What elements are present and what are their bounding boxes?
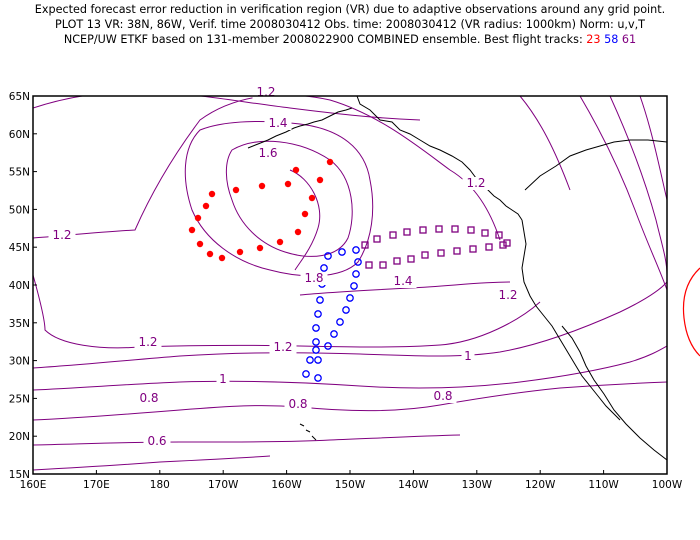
coastline-westcoast	[521, 219, 621, 421]
contour-label: 1	[464, 349, 472, 363]
contour-label-bg	[462, 177, 490, 190]
y-tick-label: 15N	[9, 469, 30, 481]
x-tick-label: 150W	[335, 479, 366, 491]
y-tick-label: 25N	[9, 393, 30, 405]
y-tick-label: 65N	[9, 91, 30, 103]
contour-label-bg	[143, 435, 171, 448]
x-tick-label: 160W	[271, 479, 302, 491]
y-tick-label: 45N	[9, 242, 30, 254]
contour-line	[609, 96, 667, 276]
contour-label: 1.2	[52, 228, 71, 242]
contour-line	[33, 345, 667, 391]
track-label-23: 23	[586, 33, 601, 46]
contour-line	[33, 281, 667, 369]
x-tick-label: 170E	[83, 479, 110, 491]
contour-label-bg	[134, 336, 162, 349]
x-tick-label: 100W	[652, 479, 683, 491]
coastline-islands	[299, 423, 317, 441]
x-tick-label: 180	[150, 479, 170, 491]
contour-line	[579, 96, 667, 291]
title-line-1: Expected forecast error reduction in ver…	[34, 3, 666, 16]
contour-label: 1.4	[393, 274, 412, 288]
contour-label-bg	[300, 272, 328, 285]
contour-line	[33, 455, 271, 471]
contour-label: 1.2	[466, 176, 485, 190]
contour-label-bg	[254, 147, 282, 160]
contour-label: 0.6	[147, 434, 166, 448]
track-label-61: 61	[621, 33, 637, 46]
y-tick-label: 40N	[9, 280, 30, 292]
contour-label-bg	[389, 275, 417, 288]
contour-label: 1.2	[498, 288, 517, 302]
title-line-2: PLOT 13 VR: 38N, 86W, Verif. time 200803…	[55, 18, 645, 31]
y-tick-label: 30N	[9, 356, 30, 368]
contour-labels: 1.2 1.4 1.6 1.2 1.2 1.8 1.4 1.2 1.2 1.2 1 1 0.8 0.8 0.…	[48, 85, 522, 448]
coastline-alaska	[356, 96, 523, 221]
contour-label: 1.4	[268, 116, 287, 130]
contour-line	[289, 169, 321, 271]
contour-line	[33, 96, 421, 121]
x-axis: 160E 170E 180 170W 160W 150W 140W 130W 120W 110W 1…	[20, 470, 683, 491]
contour-line	[33, 381, 667, 421]
x-tick-label: 110W	[588, 479, 619, 491]
coastline-mexico	[561, 325, 667, 461]
contour-label: 0.8	[139, 391, 158, 405]
contour-label-bg	[461, 350, 475, 363]
map-frame	[32, 95, 668, 475]
coastline-aleutians	[247, 107, 353, 149]
y-axis: 15N 20N 25N 30N 35N 40N 45N 50N 55N 60N 65N	[9, 91, 37, 481]
verification-region-circle	[682, 267, 700, 357]
contour-label: 0.8	[433, 389, 452, 403]
x-tick-label: 140W	[398, 479, 429, 491]
contour-label-bg	[284, 398, 312, 411]
contour-label-bg	[216, 373, 230, 386]
contour-label: 1.2	[138, 335, 157, 349]
contour-label: 1.6	[258, 146, 277, 160]
contour-line	[225, 140, 353, 257]
x-tick-label: 160E	[20, 479, 47, 491]
contour-line	[639, 96, 667, 201]
contour-label-bg	[269, 341, 297, 354]
contour-label: 1.2	[256, 85, 275, 99]
x-tick-label: 120W	[525, 479, 556, 491]
contour-line	[33, 274, 541, 349]
contour-line	[33, 434, 461, 446]
contour-label-bg	[135, 392, 163, 405]
title-line-3-text: NCEP/UW ETKF based on 131-member 2008022…	[63, 33, 583, 46]
contour-line	[33, 96, 501, 241]
flight-track-23	[188, 158, 334, 262]
y-tick-label: 50N	[9, 204, 30, 216]
x-tick-label: 170W	[208, 479, 239, 491]
contour-label: 0.8	[288, 397, 307, 411]
contour-label-bg	[494, 289, 522, 302]
contour-label-bg	[429, 390, 457, 403]
track-label-58: 58	[604, 33, 619, 46]
contour-label-bg	[264, 117, 292, 130]
contour-label: 1.2	[273, 340, 292, 354]
title-line-3: NCEP/UW ETKF based on 131-member 2008022…	[0, 32, 700, 47]
flight-track-61	[361, 225, 511, 269]
y-tick-label: 35N	[9, 318, 30, 330]
x-tick-label: 130W	[462, 479, 493, 491]
y-tick-label: 55N	[9, 167, 30, 179]
plot-title: Expected forecast error reduction in ver…	[0, 2, 700, 47]
contour-label-bg	[48, 229, 76, 242]
y-tick-label: 20N	[9, 431, 30, 443]
y-tick-label: 60N	[9, 129, 30, 141]
coastline-canada	[524, 139, 667, 191]
contour-line	[519, 96, 571, 191]
contour-label: 1.8	[304, 271, 323, 285]
contour-line	[184, 121, 374, 277]
contour-label: 1	[219, 372, 227, 386]
